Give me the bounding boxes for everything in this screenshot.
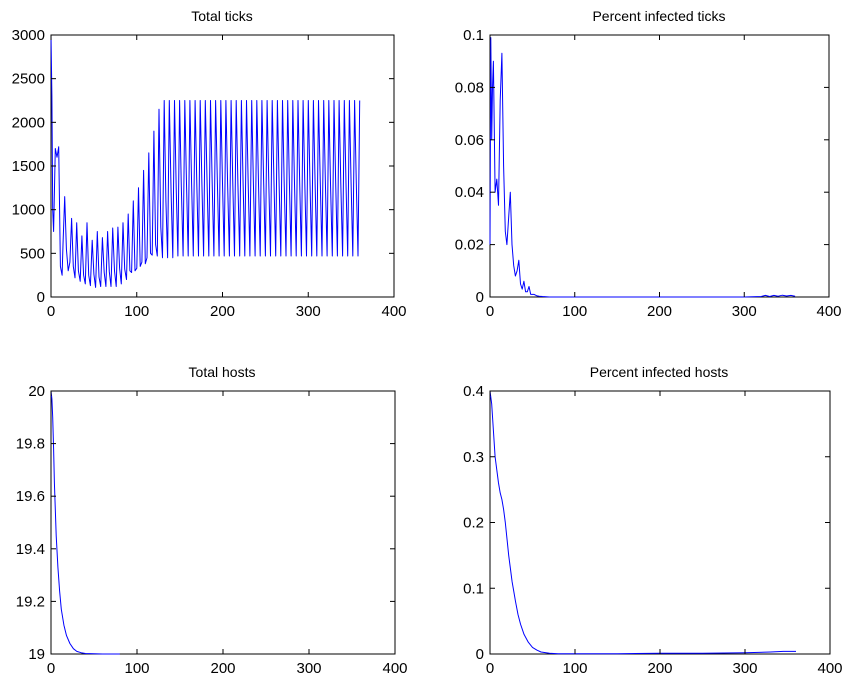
y-tick-label: 20 bbox=[28, 383, 45, 400]
y-tick-label: 19.6 bbox=[16, 488, 45, 505]
x-tick-label: 300 bbox=[296, 303, 321, 320]
y-tick-label: 19 bbox=[28, 646, 45, 663]
y-tick-label: 1000 bbox=[12, 202, 45, 219]
x-tick-label: 100 bbox=[124, 303, 149, 320]
x-tick-label: 300 bbox=[732, 660, 757, 677]
y-tick-label: 0.08 bbox=[455, 79, 484, 96]
y-tick-label: 0.04 bbox=[455, 184, 484, 201]
x-tick-label: 400 bbox=[381, 303, 406, 320]
x-tick-label: 0 bbox=[47, 303, 55, 320]
series-line bbox=[489, 37, 796, 298]
panel-percent-infected-hosts: Percent infected hosts 0 100 200 300 400 0 0.1… bbox=[463, 364, 842, 677]
y-tick-label: 19.4 bbox=[16, 541, 45, 558]
y-tick-label: 3000 bbox=[12, 27, 45, 44]
x-tick-label: 300 bbox=[296, 660, 321, 677]
y-tick-label: 19.2 bbox=[16, 593, 45, 610]
x-tick-label: 0 bbox=[486, 303, 494, 320]
y-tick-label: 0.1 bbox=[463, 580, 484, 597]
chart-title: Total ticks bbox=[191, 8, 252, 24]
chart-title: Total hosts bbox=[189, 364, 256, 380]
x-tick-label: 300 bbox=[732, 303, 757, 320]
y-tick-label: 0 bbox=[476, 646, 484, 663]
x-tick-label: 400 bbox=[816, 303, 841, 320]
y-tick-label: 0.02 bbox=[455, 237, 484, 254]
x-tick-label: 200 bbox=[210, 303, 235, 320]
series-line bbox=[50, 390, 120, 655]
panel-percent-infected-ticks: Percent infected ticks 0 100 200 300 400 0 0.0… bbox=[455, 8, 842, 320]
chart-title: Percent infected hosts bbox=[590, 364, 729, 380]
y-tick-label: 19.8 bbox=[16, 436, 45, 453]
y-tick-label: 0.3 bbox=[463, 449, 484, 466]
x-tick-label: 400 bbox=[817, 660, 842, 677]
series-line bbox=[50, 34, 361, 288]
series-line bbox=[489, 390, 796, 655]
y-tick-label: 1500 bbox=[12, 158, 45, 175]
y-tick-label: 0.06 bbox=[455, 132, 484, 149]
y-tick-label: 0 bbox=[37, 289, 45, 306]
y-tick-label: 2000 bbox=[12, 114, 45, 131]
plot-area bbox=[489, 34, 830, 298]
x-tick-label: 200 bbox=[210, 660, 235, 677]
plot-area bbox=[489, 390, 831, 655]
y-tick-label: 500 bbox=[20, 245, 45, 262]
x-tick-label: 0 bbox=[47, 660, 55, 677]
x-tick-label: 100 bbox=[124, 660, 149, 677]
y-tick-label: 0.2 bbox=[463, 515, 484, 532]
x-tick-label: 400 bbox=[382, 660, 407, 677]
y-tick-label: 0.4 bbox=[463, 383, 484, 400]
panel-total-hosts: Total hosts 0 100 200 300 400 19 19.2 19.4 19.6 1… bbox=[16, 364, 408, 677]
y-tick-label: 0 bbox=[476, 289, 484, 306]
y-tick-label: 2500 bbox=[12, 71, 45, 88]
plot-area bbox=[50, 390, 396, 655]
panel-total-ticks: Total ticks 0 100 200 300 400 0 500 1000 1500 200… bbox=[12, 8, 407, 320]
x-tick-label: 0 bbox=[486, 660, 494, 677]
x-tick-label: 200 bbox=[647, 660, 672, 677]
chart-title: Percent infected ticks bbox=[592, 8, 725, 24]
x-tick-label: 100 bbox=[562, 660, 587, 677]
y-tick-label: 0.1 bbox=[463, 27, 484, 44]
x-tick-label: 100 bbox=[562, 303, 587, 320]
x-tick-label: 200 bbox=[647, 303, 672, 320]
